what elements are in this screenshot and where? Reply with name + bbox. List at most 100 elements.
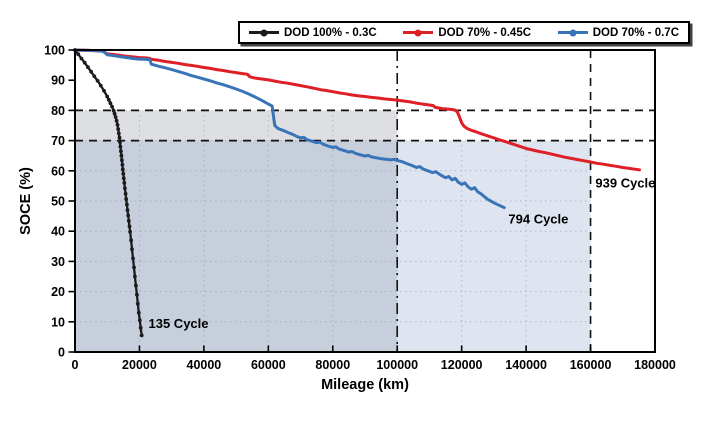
- legend-line-sample: [403, 29, 434, 36]
- y-tick-label: 50: [51, 195, 65, 209]
- marker-dot-dod-100-0-3c: [116, 127, 121, 131]
- marker-dot-dod-100-0-3c: [108, 101, 113, 106]
- legend-item-label: DOD 70% - 0.7C: [592, 26, 679, 39]
- y-tick-labels: 0 10 20 30 40 50 60 70 80 90 100: [44, 44, 65, 360]
- marker-dot-dod-100-0-3c: [106, 97, 111, 102]
- marker-dot-dod-100-0-3c: [120, 162, 125, 167]
- legend-marker-dot: [260, 29, 268, 36]
- marker-dot-dod-100-0-3c: [110, 104, 114, 109]
- marker-dot-dod-100-0-3c: [114, 118, 119, 123]
- annotation-939-cycle: 939 Cycle: [595, 175, 655, 190]
- series-line-dod-70-0-7c: [73, 48, 506, 210]
- y-tick-label: 100: [44, 44, 65, 58]
- marker-dot-dod-100-0-3c: [121, 176, 126, 181]
- marker-dot-dod-100-0-3c: [119, 149, 123, 154]
- marker-dot-dod-100-0-3c: [118, 140, 122, 145]
- legend-item-label: DOD 100% - 0.3C: [284, 26, 377, 39]
- marker-dot-dod-100-0-3c: [122, 181, 127, 185]
- marker-dot-dod-100-0-3c: [139, 333, 144, 338]
- marker-dot-dod-100-0-3c: [136, 310, 141, 315]
- marker-dot-dod-100-0-3c: [134, 283, 138, 288]
- marker-dot-dod-100-0-3c: [132, 265, 136, 270]
- y-tick-label: 40: [51, 225, 65, 239]
- marker-dot-dod-100-0-3c: [112, 111, 117, 116]
- marker-dot-dod-100-0-3c: [125, 202, 129, 207]
- marker-dot-dod-100-0-3c: [105, 94, 110, 99]
- marker-dot-dod-100-0-3c: [135, 301, 140, 306]
- legend-item-dod-70-07c: DOD 70% - 0.7C: [557, 26, 679, 39]
- series-markers: [73, 48, 144, 338]
- legend-item-label: DOD 70% - 0.45C: [438, 26, 532, 39]
- marker-dot-dod-100-0-3c: [120, 158, 124, 163]
- x-tick-label: 180000: [634, 358, 676, 372]
- y-tick-label: 90: [51, 74, 65, 88]
- legend-line-sample: [249, 29, 279, 36]
- marker-dot-dod-100-0-3c: [138, 325, 143, 330]
- marker-dot-dod-100-0-3c: [120, 167, 125, 172]
- x-tick-label: 100000: [376, 358, 418, 372]
- marker-dot-dod-100-0-3c: [124, 197, 129, 202]
- legend: DOD 100% - 0.3C DOD 70% - 0.45C DOD 70% …: [238, 21, 690, 44]
- annotation-135-cycle: 135 Cycle: [149, 316, 209, 331]
- marker-dot-dod-100-0-3c: [128, 229, 133, 234]
- marker-dot-dod-100-0-3c: [127, 224, 132, 229]
- marker-dot-dod-100-0-3c: [121, 171, 126, 176]
- marker-dot-dod-100-0-3c: [130, 247, 134, 252]
- y-tick-label: 20: [51, 285, 65, 299]
- x-tick-label: 80000: [315, 358, 350, 372]
- y-axis-title: SOCE (%): [18, 167, 34, 235]
- x-tick-label: 160000: [570, 358, 612, 372]
- marker-dot-dod-100-0-3c: [126, 213, 131, 218]
- marker-dot-dod-100-0-3c: [126, 219, 131, 223]
- y-tick-label: 70: [51, 134, 65, 148]
- legend-marker-dot: [414, 29, 422, 36]
- marker-dot-dod-100-0-3c: [116, 131, 121, 136]
- y-tick-label: 60: [51, 164, 65, 178]
- marker-dot-dod-100-0-3c: [129, 238, 134, 243]
- x-tick-label: 20000: [122, 358, 157, 372]
- x-tick-label: 140000: [505, 358, 547, 372]
- y-tick-label: 30: [51, 255, 65, 269]
- marker-dot-dod-100-0-3c: [119, 153, 124, 158]
- marker-dot-dod-100-0-3c: [117, 135, 122, 140]
- y-tick-label: 0: [58, 346, 65, 360]
- x-tick-label: 120000: [441, 358, 483, 372]
- x-tick-label: 60000: [251, 358, 286, 372]
- marker-dot-dod-100-0-3c: [89, 69, 93, 74]
- legend-item-dod-100-03c: DOD 100% - 0.3C: [249, 27, 377, 39]
- gridlines: [75, 110, 591, 352]
- marker-dot-dod-100-0-3c: [131, 256, 135, 261]
- marker-dot-dod-100-0-3c: [76, 52, 81, 57]
- marker-dot-dod-100-0-3c: [115, 123, 120, 127]
- marker-dot-dod-100-0-3c: [113, 115, 118, 119]
- marker-dot-dod-100-0-3c: [133, 274, 137, 279]
- marker-dot-dod-100-0-3c: [137, 318, 142, 323]
- y-tick-label: 10: [51, 315, 65, 329]
- axis-ticks: [68, 49, 656, 353]
- marker-dot-dod-100-0-3c: [82, 60, 87, 65]
- annotation-794-cycle: 794 Cycle: [508, 212, 568, 227]
- x-tick-label: 0: [72, 358, 79, 372]
- marker-dot-dod-100-0-3c: [118, 144, 123, 149]
- marker-dot-dod-100-0-3c: [123, 191, 128, 196]
- legend-line-sample: [557, 29, 588, 36]
- marker-dot-dod-100-0-3c: [123, 186, 127, 191]
- marker-dot-dod-100-0-3c: [95, 78, 100, 83]
- x-axis-title: Mileage (km): [321, 377, 409, 393]
- legend-item-dod-70-045c: DOD 70% - 0.45C: [403, 27, 531, 39]
- marker-dot-dod-100-0-3c: [86, 65, 90, 70]
- marker-dot-dod-100-0-3c: [98, 83, 103, 88]
- x-tick-labels: 0 20000 40000 60000 80000 100000 120000 140000 1…: [72, 358, 676, 372]
- annotations: 135 Cycle 794 Cycle 939 Cycle: [149, 175, 656, 330]
- marker-dot-dod-100-0-3c: [92, 74, 97, 79]
- marker-dot-dod-100-0-3c: [111, 108, 116, 113]
- marker-dot-dod-100-0-3c: [79, 56, 84, 61]
- marker-dot-dod-100-0-3c: [102, 88, 106, 93]
- series-line-dod-70-0-45c: [73, 48, 641, 172]
- y-tick-label: 80: [51, 104, 65, 118]
- marker-dot-dod-100-0-3c: [125, 208, 130, 213]
- x-tick-label: 40000: [187, 358, 222, 372]
